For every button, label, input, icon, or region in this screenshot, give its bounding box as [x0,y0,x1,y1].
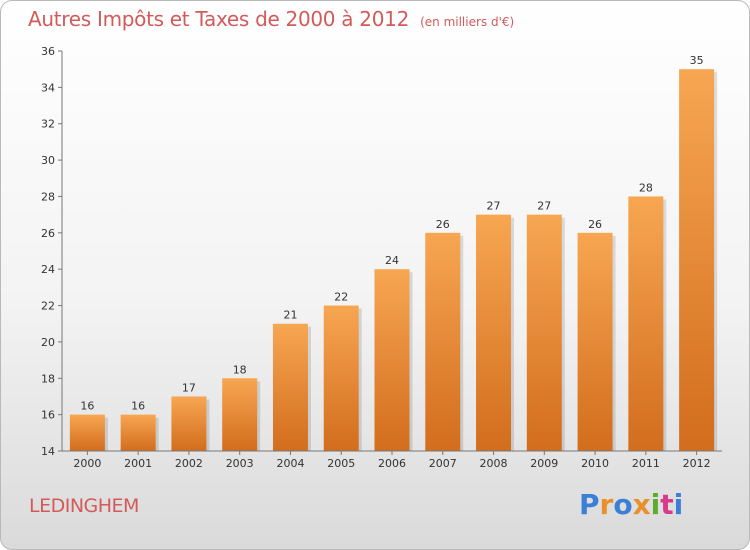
chart-header: Autres Impôts et Taxes de 2000 à 2012 (e… [28,7,514,31]
x-tick-label: 2007 [429,457,457,470]
bar-value-label: 24 [385,254,399,267]
brand-letter: P [579,488,600,521]
x-tick-label: 2001 [124,457,152,470]
x-tick-label: 2005 [327,457,355,470]
x-tick-label: 2000 [73,457,101,470]
x-tick-label: 2012 [683,457,711,470]
y-tick-label: 30 [41,154,55,167]
y-tick-label: 18 [41,372,55,385]
y-tick-label: 28 [41,190,55,203]
bar-value-label: 27 [487,200,501,213]
y-tick-label: 20 [41,336,55,349]
x-tick-label: 2006 [378,457,406,470]
bar-value-label: 35 [690,54,704,67]
bar-value-label: 16 [80,400,94,413]
bar [476,214,512,451]
axes-layer: 14 16 18 20 22 24 26 28 30 32 34 36 2000 2001 2002 2003… [41,45,722,470]
brand-letter: i [650,488,661,521]
bar [628,196,664,451]
brand-letter: t [660,488,674,521]
proxiti-logo[interactable]: Proxiti [579,488,683,521]
x-tick-label: 2004 [276,457,304,470]
bar [577,232,613,451]
bar-value-label: 27 [537,200,551,213]
bar-value-label: 26 [588,218,602,231]
y-tick-label: 34 [41,81,55,94]
chart-subtitle: (en milliers d'€) [420,15,515,29]
x-tick-label: 2010 [581,457,609,470]
bar-value-label: 16 [131,400,145,413]
x-tick-label: 2009 [530,457,558,470]
bar-value-label: 22 [334,291,348,304]
bar-value-label: 18 [233,363,247,376]
y-tick-label: 24 [41,263,55,276]
bar [425,232,461,451]
bar [222,378,258,451]
brand-letter: o [613,488,633,521]
brand-letter: x [632,488,651,521]
y-tick-label: 16 [41,409,55,422]
bar [69,414,105,451]
bar [679,69,715,451]
bar [323,305,359,451]
y-tick-label: 36 [41,45,55,58]
bar [272,323,308,451]
y-tick-label: 26 [41,227,55,240]
bar-value-label: 21 [283,309,297,322]
bar-value-label: 26 [436,218,450,231]
x-tick-label: 2002 [175,457,203,470]
bar [374,269,410,451]
bar-value-label: 17 [182,381,196,394]
y-tick-label: 22 [41,300,55,313]
commune-name: LEDINGHEM [29,495,139,517]
x-tick-label: 2003 [226,457,254,470]
y-tick-label: 14 [41,445,55,458]
x-tick-label: 2011 [632,457,660,470]
brand-letter: r [599,488,614,521]
bar [120,414,156,451]
x-tick-label: 2008 [480,457,508,470]
bar-value-label: 28 [639,181,653,194]
y-tick-label: 32 [41,118,55,131]
bar [526,214,562,451]
chart-title: Autres Impôts et Taxes de 2000 à 2012 [28,7,409,31]
bars-layer: 16 16 17 18 21 22 24 26 27 27 26 28 35 [69,54,718,451]
brand-letter: i [673,488,684,521]
bar [171,396,207,451]
